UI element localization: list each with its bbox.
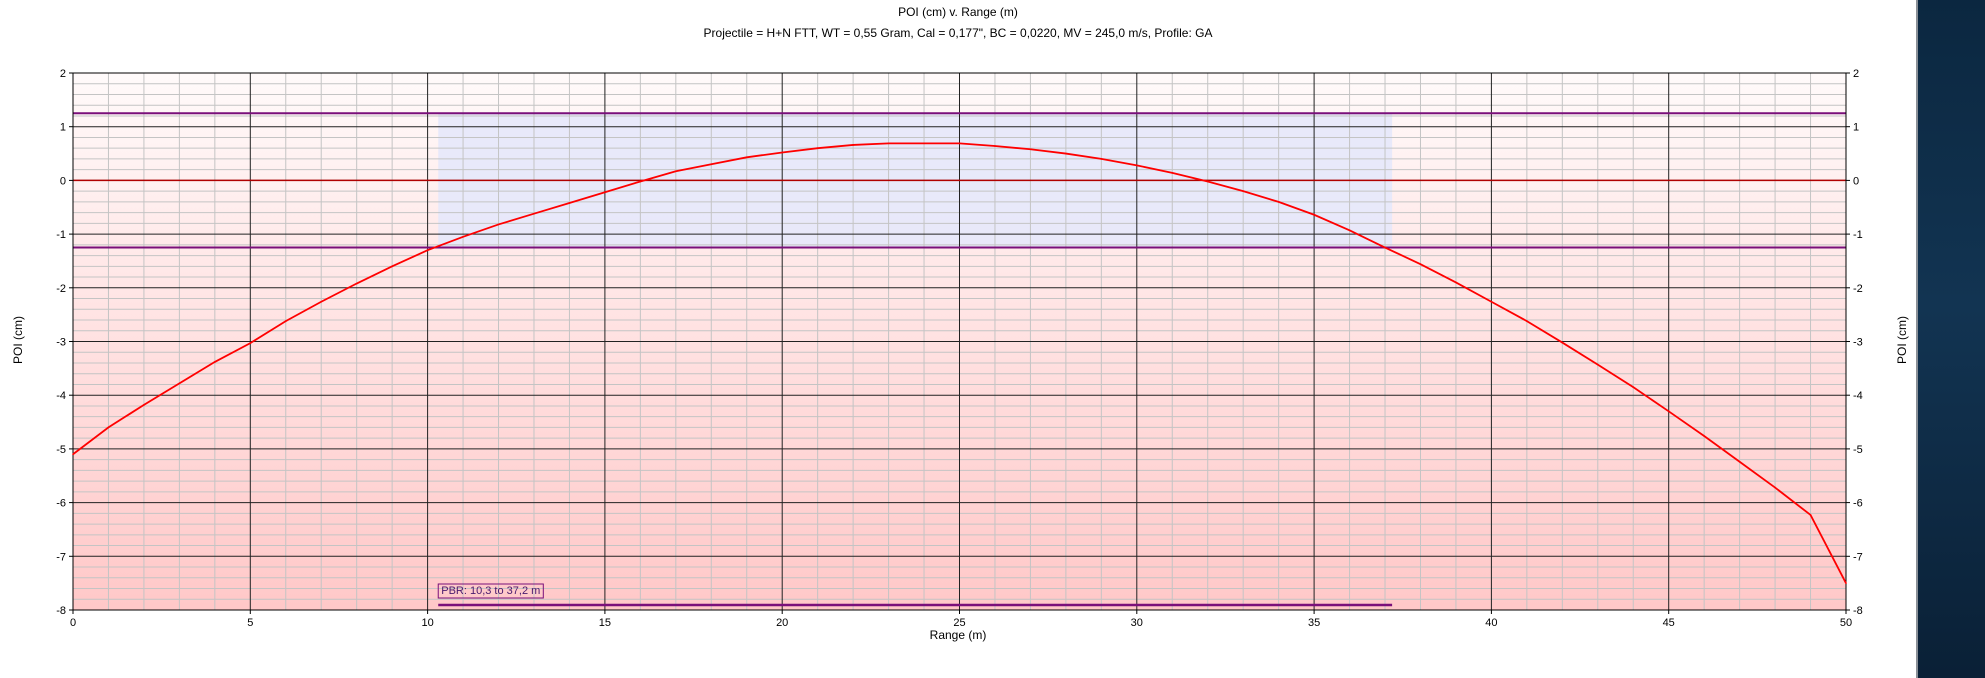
y-tick-label-right: -7 [1853,551,1863,563]
trajectory-point [1526,320,1528,322]
trajectory-point [214,361,216,363]
x-tick-label: 25 [953,617,965,629]
y-axis-label-left: POI (cm) [11,316,25,364]
trajectory-point [1171,172,1174,174]
y-tick-label-left: 2 [60,68,66,80]
trajectory-point [887,142,890,145]
x-tick-label: 30 [1131,617,1143,629]
y-tick-label-left: -5 [56,444,66,456]
trajectory-point [1419,263,1422,265]
trajectory-point [1242,190,1244,192]
trajectory-point [745,156,748,159]
y-tick-label-left: -7 [56,551,66,563]
chart-window: POI (cm) v. Range (m) Projectile = H+N F… [0,0,1918,678]
trajectory-point [178,382,181,385]
trajectory-point [391,265,393,268]
x-tick-label: 50 [1840,617,1852,629]
trajectory-point [1029,148,1032,151]
trajectory-point [958,142,961,145]
trajectory-point [1348,229,1351,232]
y-tick-label-left: -3 [56,337,66,349]
trajectory-point [994,145,996,147]
trajectory-point [355,282,358,285]
trajectory-point [497,223,500,226]
y-tick-label-right: -8 [1853,605,1863,617]
y-tick-label-left: -6 [56,498,66,510]
trajectory-point [852,144,854,146]
trajectory-point [249,342,252,344]
trajectory-point [923,142,925,145]
trajectory-point [1738,460,1741,463]
trajectory-point [1667,410,1670,413]
y-tick-label-left: -1 [56,229,66,241]
x-tick-label: 5 [247,617,253,629]
trajectory-point [675,170,677,173]
y-tick-label-left: 0 [60,175,66,187]
x-tick-label: 35 [1308,617,1320,629]
trajectory-point [1561,341,1564,344]
chart-title: POI (cm) v. Range (m) [898,5,1018,19]
poi-range-chart: POI (cm) v. Range (m) Projectile = H+N F… [11,5,1909,642]
x-tick-label: 15 [599,617,611,629]
x-tick-label: 20 [776,617,788,629]
trajectory-point [1809,514,1812,516]
trajectory-point [1206,180,1209,183]
trajectory-point [1845,582,1847,584]
y-tick-label-left: -2 [56,283,66,295]
x-tick-label: 40 [1485,617,1497,629]
trajectory-point [1455,281,1457,284]
trajectory-point [284,320,287,322]
y-tick-label-right: -2 [1853,283,1863,295]
trajectory-point [1596,363,1599,366]
x-tick-label: 10 [421,617,433,629]
trajectory-point [1774,486,1776,489]
trajectory-point [568,202,571,204]
trajectory-point [143,404,145,406]
trajectory-point [1632,386,1635,388]
y-axis-label-right: POI (cm) [1895,316,1909,364]
trajectory-point [533,212,535,215]
trajectory-point [72,453,74,456]
x-tick-label: 0 [70,617,76,629]
trajectory-point [604,191,606,194]
y-tick-label-left: -8 [56,605,66,617]
y-tick-label-right: -4 [1853,390,1863,402]
trajectory-point [816,147,819,149]
trajectory-point [1136,164,1138,167]
trajectory-point [781,151,783,154]
plot-area: 0 5 10 15 20 25 30 35 40 45 502 21 10 0-1 -1-2 -2-3 -3-4… [56,68,1863,629]
trajectory-point [1490,300,1493,303]
trajectory-point [320,300,323,303]
x-tick-label: 45 [1663,617,1675,629]
trajectory-point [1703,435,1705,437]
trajectory-point [639,180,642,183]
y-tick-label-right: 1 [1853,122,1859,134]
y-tick-label-right: 2 [1853,68,1859,80]
pbr-label-box [437,583,544,599]
trajectory-point [710,163,713,166]
chart-subtitle: Projectile = H+N FTT, WT = 0,55 Gram, Ca… [704,26,1213,40]
trajectory-point [462,235,464,238]
y-tick-label-right: -6 [1853,498,1863,510]
trajectory-point [107,426,110,429]
y-tick-label-left: -4 [56,390,66,402]
trajectory-point [1065,152,1067,155]
trajectory-point [1100,158,1103,160]
y-tick-label-right: -1 [1853,229,1863,241]
y-tick-label-right: -3 [1853,337,1863,349]
trajectory-point [1313,213,1315,216]
x-axis-label: Range (m) [930,628,987,642]
trajectory-point [1384,246,1386,249]
y-tick-label-left: 1 [60,122,66,134]
y-tick-label-right: 0 [1853,175,1859,187]
desktop-background [1918,0,1985,678]
pbr-label: PBR: 10,3 to 37,2 m [441,585,540,597]
trajectory-point [426,249,429,252]
trajectory-point [1277,201,1280,203]
y-tick-label-right: -5 [1853,444,1863,456]
